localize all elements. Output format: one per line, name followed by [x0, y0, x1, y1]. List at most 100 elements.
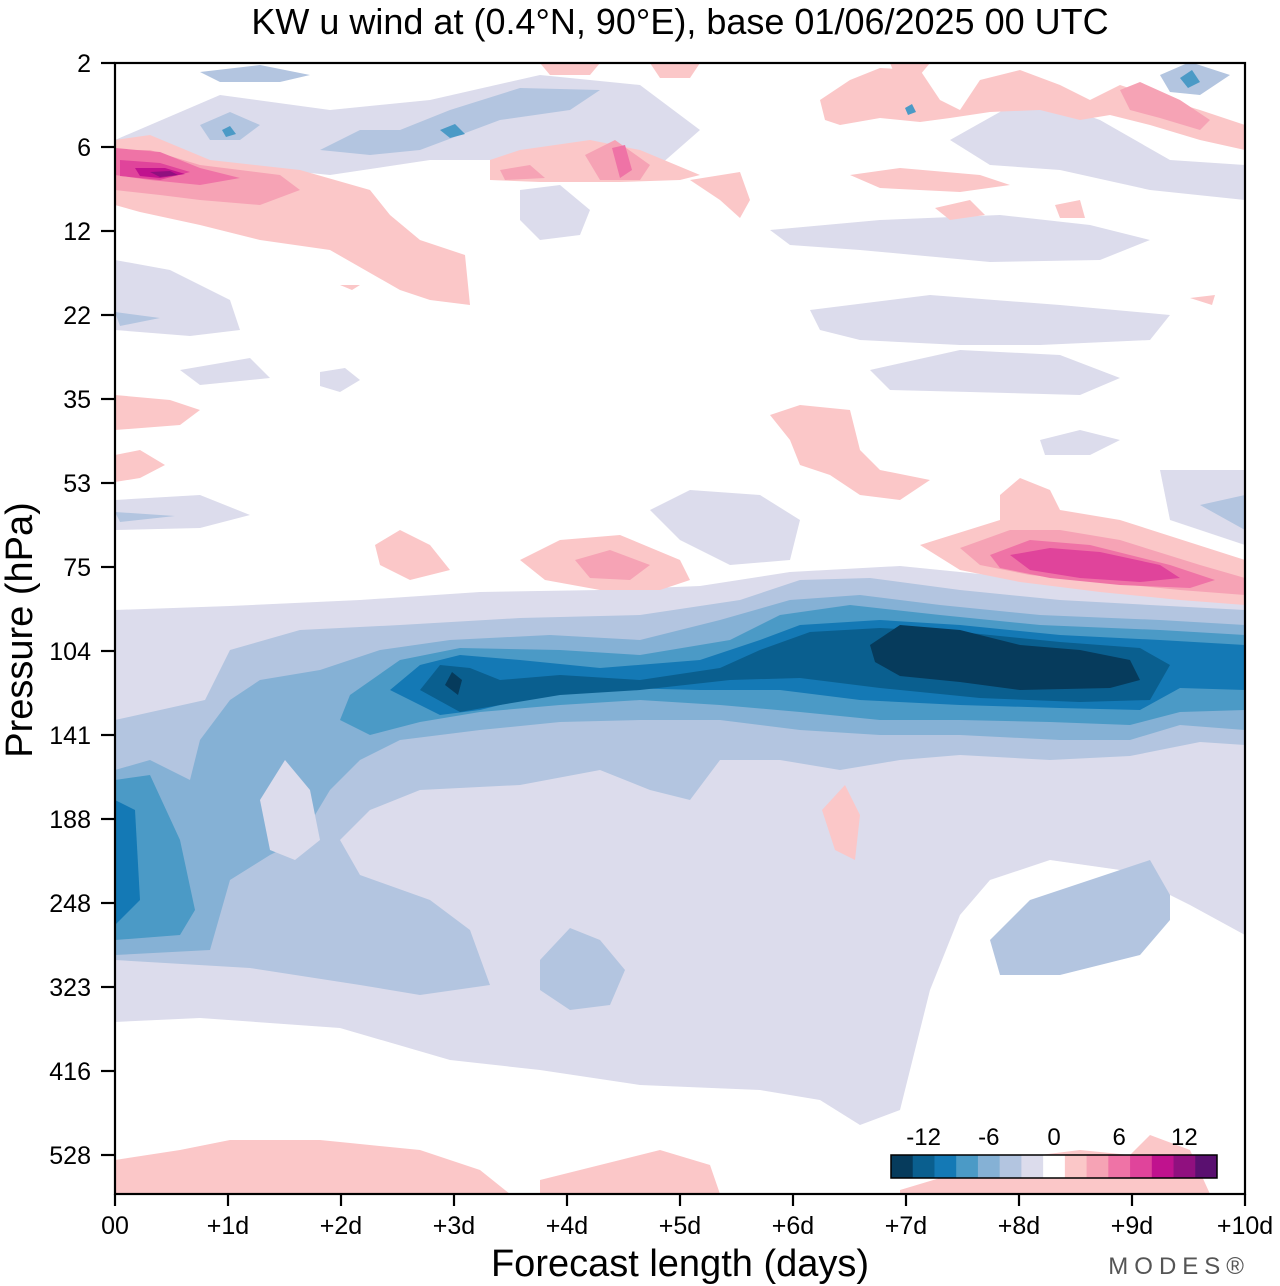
brand-logo: MODES®: [1108, 1253, 1250, 1280]
contour-neg-weak-small4: [1040, 430, 1120, 455]
contour-neg-4-left22: [115, 312, 160, 326]
x-tick-label: +2d: [320, 1212, 362, 1240]
contour-pos-weak-strip3: [1055, 200, 1085, 218]
colorbar-swatch: [1086, 1155, 1109, 1178]
x-tick-label: +6d: [772, 1212, 814, 1240]
y-tick-label: 12: [63, 218, 91, 246]
contour-neg-weak-mid2: [810, 295, 1170, 345]
x-tick-label: +4d: [546, 1212, 588, 1240]
colorbar-swatch: [912, 1155, 935, 1178]
contour-pos-4-75-mid: [575, 550, 650, 580]
colorbar-swatch: [1043, 1155, 1066, 1178]
contour-neg-weak-small2: [320, 368, 360, 392]
x-axis-label: Forecast length (days): [491, 1243, 869, 1285]
x-tick-label: +3d: [433, 1212, 475, 1240]
y-tick-label: 528: [49, 1142, 91, 1170]
colorbar-tick-label: 6: [1113, 1124, 1126, 1151]
y-axis-label: Pressure (hPa): [0, 502, 41, 758]
contour-pos-weak-upper-mid2: [690, 172, 750, 218]
contour-pos-weak-bottom-mid: [540, 1150, 720, 1194]
y-tick-label: 53: [63, 470, 91, 498]
contour-neg-weak-left: [115, 260, 240, 336]
contour-neg-weak-right53: [1160, 470, 1245, 545]
contour-pos-4-upper-mid2: [500, 165, 545, 180]
colorbar-tick-label: 0: [1047, 1124, 1060, 1151]
x-tick-label: +10d: [1217, 1212, 1273, 1240]
x-axis: 00 +1d +2d +3d +4d +5d +6d +7d +8d +9d +10d: [101, 1194, 1273, 1240]
y-tick-label: 35: [63, 386, 91, 414]
contour-pos-12-upper: [150, 171, 178, 177]
contour-pos-weak-53-left: [115, 450, 165, 482]
chart-title: KW u wind at (0.4°N, 90°E), base 01/06/2…: [251, 1, 1108, 42]
contour-pos-weak-top3: [890, 63, 930, 75]
contour-neg-6-lower: [260, 760, 320, 860]
colorbar-swatch: [1195, 1155, 1218, 1178]
contour-pos-weak-blip2: [340, 285, 360, 290]
colorbar: -12 -6 0 6 12: [890, 1124, 1218, 1179]
colorbar-tick-label: -12: [906, 1124, 941, 1151]
contour-neg-4-right53: [1200, 495, 1245, 530]
contour-pos-weak-blip1: [1190, 295, 1215, 305]
y-tick-label: 104: [49, 638, 91, 666]
colorbar-swatch: [1130, 1155, 1153, 1178]
y-tick-label: 248: [49, 890, 91, 918]
contour-pos-8-75: [1010, 548, 1180, 582]
y-tick-label: 6: [77, 134, 91, 162]
contour-neg-weak-small3: [520, 185, 590, 240]
colorbar-swatch: [1021, 1155, 1044, 1178]
contour-field: [115, 63, 1245, 1194]
y-tick-label: 141: [49, 722, 91, 750]
contour-neg-4-lower-right: [990, 860, 1170, 975]
colorbar-frame: [890, 1154, 1218, 1179]
contour-pos-weak-topright: [820, 68, 1245, 150]
colorbar-tick-label: -6: [978, 1124, 999, 1151]
y-tick-label: 188: [49, 806, 91, 834]
x-tick-label: +1d: [207, 1212, 249, 1240]
colorbar-swatch: [956, 1155, 979, 1178]
contour-pos-weak-strip2: [935, 200, 985, 220]
contour-pos-weak-bottom-left: [115, 1140, 510, 1194]
colorbar-swatch: [934, 1155, 957, 1178]
contour-neg-dot3: [440, 124, 465, 138]
contour-pos-weak-35-left: [115, 395, 200, 430]
colorbar-swatch: [1108, 1155, 1131, 1178]
contour-neg-weak-left2: [115, 495, 250, 530]
colorbar-swatch: [891, 1155, 914, 1178]
x-tick-label: +7d: [885, 1212, 927, 1240]
y-axis: 2 6 12 22 35 53 75 104 141 188 248 323 416 528: [49, 50, 115, 1170]
contour-neg-4-left53: [115, 512, 175, 522]
colorbar-tick-label: 12: [1171, 1124, 1198, 1151]
y-tick-label: 2: [77, 50, 91, 78]
colorbar-swatch: [1151, 1155, 1175, 1178]
contour-neg-10-left: [115, 800, 140, 925]
contour-neg-4-topleft: [200, 65, 310, 82]
contour-pos-weak-top2: [650, 63, 700, 78]
contour-neg-4-lower-mid: [540, 928, 625, 1010]
contour-pos-weak-75-left: [375, 530, 450, 580]
contour-neg-4-upper: [320, 88, 600, 155]
colorbar-swatch: [1173, 1155, 1196, 1178]
contour-neg-weak-mid: [770, 215, 1150, 262]
colorbar-swatch: [999, 1155, 1022, 1178]
y-tick-label: 416: [49, 1058, 91, 1086]
contour-neg-weak-topright: [950, 95, 1245, 200]
contour-neg-dot1: [1180, 70, 1200, 88]
contour-pos-4-topright: [1120, 82, 1210, 130]
contour-pos-weak-top: [540, 63, 600, 75]
contour-neg-14-core: [870, 625, 1140, 690]
contour-neg-dot2: [222, 126, 236, 137]
x-tick-label: +9d: [1111, 1212, 1153, 1240]
colorbar-swatch: [1064, 1155, 1088, 1178]
contour-pos-6-upper-mid: [612, 145, 632, 178]
contour-neg-weak-mid3: [870, 350, 1120, 395]
contour-neg-14: [445, 672, 462, 695]
contour-neg-weak-dip: [650, 490, 800, 565]
contour-neg-weak-small1: [180, 358, 270, 385]
contour-neg-dot4: [905, 104, 916, 115]
contour-pos-weak-188: [822, 785, 860, 860]
x-tick-label: +8d: [998, 1212, 1040, 1240]
x-tick-label: +5d: [659, 1212, 701, 1240]
y-tick-label: 22: [63, 302, 91, 330]
y-tick-label: 75: [63, 554, 91, 582]
